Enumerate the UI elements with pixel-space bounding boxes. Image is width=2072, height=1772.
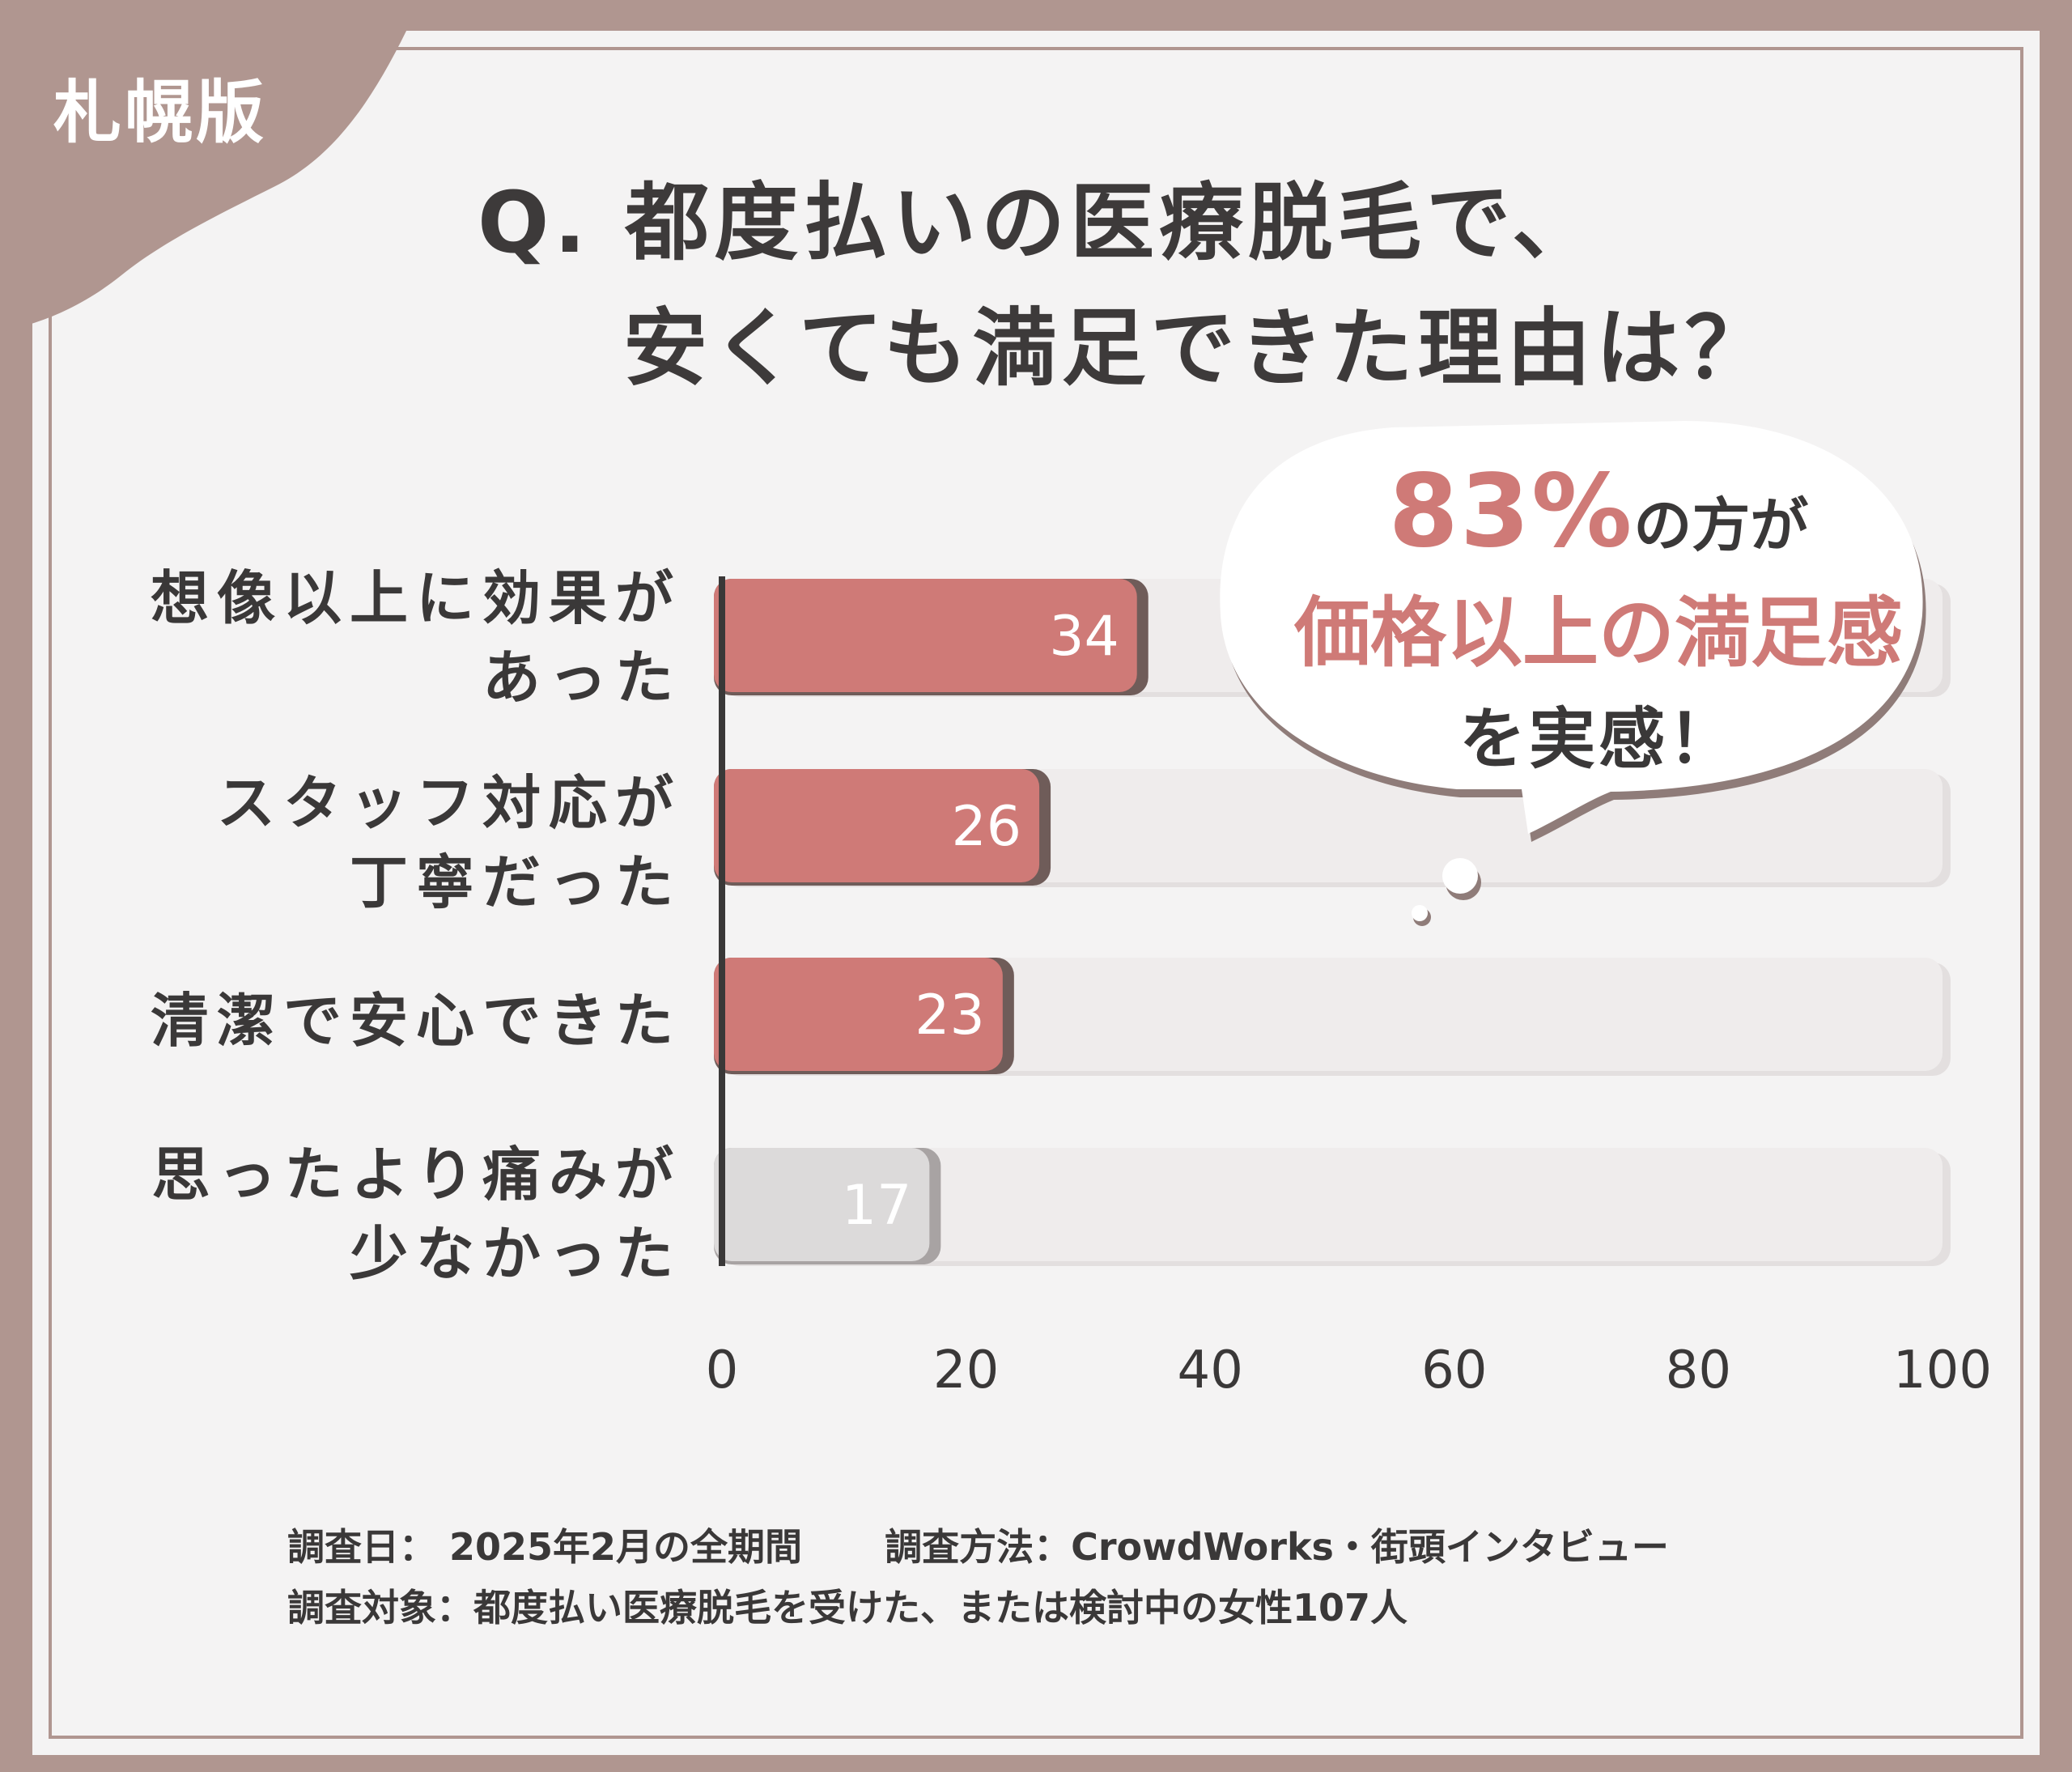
x-tick-label: 60	[1421, 1341, 1487, 1400]
category-label-line: あった	[482, 644, 681, 712]
card-frame	[49, 47, 2023, 1739]
survey-date-value: 2025年2月の全期間	[449, 1525, 803, 1569]
callout-bubble	[1220, 421, 1926, 926]
survey-target-value: 都度払い医療脱毛を受けた、または検討中の女性107人	[473, 1586, 1408, 1630]
survey-method-value: CrowdWorks・街頭インタビュー	[1071, 1525, 1669, 1569]
title-line-2: 安くても満足できた理由は？	[623, 299, 1774, 397]
footer-line-2: 調査対象：都度払い医療脱毛を受けた、または検討中の女性107人	[287, 1579, 1408, 1632]
category-label-line: 思ったより痛みが	[151, 1141, 681, 1209]
bar	[714, 579, 1137, 692]
x-tick-label: 40	[1177, 1341, 1242, 1400]
footer-line-1: 調査日： 2025年2月の全期間 調査方法：CrowdWorks・街頭インタビュ…	[287, 1518, 1669, 1571]
callout-dot	[1442, 858, 1478, 894]
category-label-line: 少なかった	[349, 1220, 681, 1288]
title-line-1: Q. 都度払いの医療脱毛で、	[478, 173, 1601, 272]
bar-track	[722, 1148, 1942, 1261]
bar	[714, 1148, 930, 1261]
category-label: 想像以上に効果があった	[151, 559, 681, 717]
category-label-line: 丁寧だった	[349, 848, 681, 916]
category-label: 思ったより痛みが少なかった	[151, 1135, 681, 1294]
x-tick-label: 100	[1893, 1341, 1992, 1400]
survey-target-label: 調査対象：	[287, 1586, 473, 1630]
callout-line-1: 83%の方が	[1238, 453, 1959, 570]
callout-line-3: を実感！	[1458, 701, 1738, 778]
category-label: 清潔で安心できた	[151, 981, 681, 1060]
bar-value-label: 23	[915, 984, 985, 1047]
survey-method-label: 調査方法：	[885, 1525, 1072, 1569]
callout-bubble-body	[1220, 421, 1923, 834]
corner-tab	[0, 0, 421, 332]
bar-value-label: 26	[952, 795, 1022, 859]
x-tick-label: 20	[933, 1341, 999, 1400]
callout-line-2: 価格以上の満足感	[1293, 589, 1903, 678]
card-background	[32, 31, 2040, 1755]
callout-dot	[1412, 905, 1428, 921]
bar-value-label: 34	[1049, 605, 1119, 669]
survey-date-label: 調査日：	[287, 1525, 436, 1569]
category-label-line: スタッフ対応が	[216, 769, 681, 837]
category-label-line: 想像以上に効果が	[150, 564, 681, 632]
y-axis-line	[719, 576, 725, 1266]
region-label: 札幌版	[53, 73, 268, 152]
bar	[714, 769, 1040, 882]
callout-percent: 83%	[1388, 453, 1634, 570]
x-tick-label: 80	[1666, 1341, 1731, 1400]
category-label: スタッフ対応が丁寧だった	[217, 763, 681, 922]
bar-track	[722, 958, 1942, 1071]
bar-value-label: 17	[842, 1174, 912, 1238]
bar	[714, 958, 1003, 1071]
x-tick-label: 0	[706, 1341, 739, 1400]
callout-text: 83%の方が 価格以上の満足感 を実感！	[1238, 453, 1959, 781]
callout-line-1-rest: の方が	[1633, 491, 1809, 559]
category-label-line: 清潔で安心できた	[150, 987, 681, 1055]
